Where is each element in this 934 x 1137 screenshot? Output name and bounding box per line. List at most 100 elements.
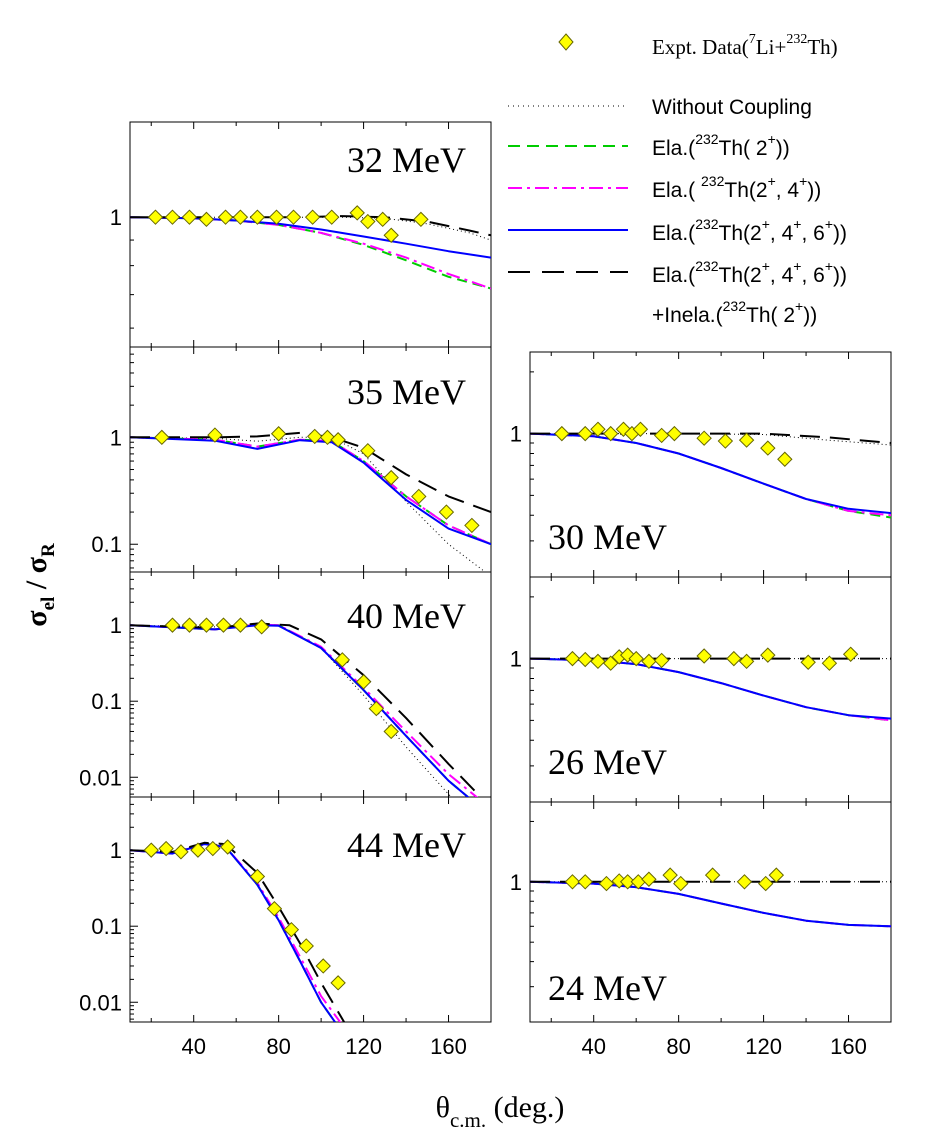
panel-title-26mev: 26 MeV <box>548 742 667 782</box>
data-point-26-mev <box>602 655 619 671</box>
panel-26mev: 1 <box>510 577 891 802</box>
series-full-coupling-40-mev <box>130 622 483 797</box>
data-point-40-mev <box>253 619 270 635</box>
series-full-coupling-35-mev <box>130 431 491 514</box>
data-point-32-mev <box>181 209 198 225</box>
data-point-44-mev <box>205 840 221 857</box>
ytick-label-40-mev: 0.01 <box>79 765 122 790</box>
xtick-label-24-mev: 80 <box>666 1034 690 1059</box>
data-point-35-mev <box>383 469 399 486</box>
data-point-32-mev <box>285 209 302 225</box>
series-ela-232th-2-4-32-mev <box>130 216 491 290</box>
series-without-coupling-44-mev <box>130 842 336 1022</box>
panel-title-44mev: 44 MeV <box>347 825 466 865</box>
data-point-40-mev <box>164 617 181 633</box>
data-point-32-mev <box>349 205 365 221</box>
data-point-26-mev <box>590 653 606 670</box>
data-point-40-mev <box>181 617 198 633</box>
data-point-30-mev <box>666 425 683 442</box>
legend-label-full-line2: +Inela.(232Th( 2+)) <box>652 298 817 327</box>
data-point-32-mev <box>324 209 340 225</box>
data-point-32-mev <box>268 209 285 225</box>
data-point-35-mev <box>438 504 455 520</box>
series-without-coupling-40-mev <box>130 623 452 797</box>
data-point-35-mev <box>154 429 170 446</box>
ytick-label-24-mev: 1 <box>510 870 522 895</box>
legend-label-ela1: Ela.(232Th( 2+)) <box>652 131 790 160</box>
data-point-40-mev <box>215 617 232 633</box>
series-full-coupling-44-mev <box>130 841 346 1022</box>
data-point-35-mev <box>270 426 287 442</box>
legend-label-expt: Expt. Data(7Li+232Th) <box>652 32 838 59</box>
data-point-44-mev <box>266 900 283 917</box>
data-point-24-mev <box>641 871 657 887</box>
series-ela-232th-2-4-24-mev <box>530 880 891 928</box>
data-point-40-mev <box>355 674 372 690</box>
data-point-24-mev <box>673 875 689 892</box>
panel-35mev: 10.1 <box>91 347 491 572</box>
data-point-32-mev <box>198 211 215 228</box>
series-ela-232th-2-4-6-24-mev <box>530 880 891 928</box>
data-point-26-mev <box>821 655 838 671</box>
panel-44mev: 1 0.1 0.01 40 80 120 160 <box>79 797 467 1059</box>
series-ela-232th-2-4-26-mev <box>530 657 891 722</box>
series-ela-232th-2-4-6-40-mev <box>130 624 470 797</box>
data-point-32-mev <box>249 209 266 225</box>
series-full-coupling-32-mev <box>130 215 491 237</box>
panel-30mev: 1 <box>510 352 891 577</box>
data-point-44-mev <box>283 921 300 938</box>
ytick-label-44-mev: 0.1 <box>91 914 122 939</box>
data-point-30-mev <box>738 432 755 448</box>
data-point-24-mev <box>758 875 774 892</box>
data-point-44-mev <box>249 868 266 885</box>
data-point-26-mev <box>628 650 644 667</box>
legend-label-full: Ela.(232Th(2+, 4+, 6+)) <box>652 258 847 287</box>
data-point-44-mev <box>315 958 331 974</box>
data-point-30-mev <box>590 421 606 437</box>
data-point-32-mev <box>413 211 429 228</box>
series-ela-232th-2-4-35-mev <box>130 436 491 546</box>
data-point-26-mev <box>842 646 859 662</box>
data-point-30-mev <box>554 425 570 442</box>
data-point-35-mev <box>411 488 427 505</box>
series-without-coupling-35-mev <box>130 436 487 572</box>
data-point-26-mev <box>738 653 755 670</box>
data-point-32-mev <box>164 209 181 225</box>
data-point-32-mev <box>374 211 391 228</box>
data-point-44-mev <box>190 842 206 858</box>
ytick-label-32-mev: 1 <box>110 205 122 230</box>
data-point-44-mev <box>143 842 159 858</box>
data-point-35-mev <box>360 442 376 459</box>
xtick-label-44-mev: 120 <box>345 1034 382 1059</box>
data-point-24-mev <box>598 875 615 892</box>
data-point-30-mev <box>696 430 712 446</box>
panel-title-24mev: 24 MeV <box>548 968 667 1008</box>
legend-label-ela2: Ela.( 232Th(2+, 4+)) <box>652 173 821 202</box>
panel-title-32mev: 32 MeV <box>347 140 466 180</box>
data-point-32-mev <box>360 213 376 230</box>
data-point-35-mev <box>207 427 223 443</box>
ytick-label-40-mev: 1 <box>110 613 122 638</box>
xtick-label-44-mev: 160 <box>430 1034 467 1059</box>
data-point-24-mev <box>704 867 721 883</box>
series-ela-232th-2-24-mev <box>530 880 891 928</box>
legend-label-ela3: Ela.(232Th(2+, 4+, 6+)) <box>652 216 847 245</box>
series-ela-232th-2-26-mev <box>530 657 891 722</box>
data-point-24-mev <box>564 874 581 890</box>
data-point-35-mev <box>319 429 336 446</box>
data-point-26-mev <box>726 650 742 667</box>
data-point-30-mev <box>602 425 619 442</box>
data-point-40-mev <box>368 700 385 717</box>
series-ela-232th-2-35-mev <box>130 436 491 546</box>
series-ela-232th-2-40-mev <box>130 623 470 797</box>
ytick-label-40-mev: 0.1 <box>91 689 122 714</box>
data-point-24-mev <box>619 874 636 890</box>
xtick-label-24-mev: 160 <box>830 1034 867 1059</box>
panel-title-40mev: 40 MeV <box>347 596 466 636</box>
xtick-label-24-mev: 120 <box>745 1034 782 1059</box>
legend-marker-expt <box>558 33 574 51</box>
xtick-label-44-mev: 40 <box>181 1034 205 1059</box>
data-point-40-mev <box>383 723 399 740</box>
data-point-35-mev <box>464 517 480 534</box>
